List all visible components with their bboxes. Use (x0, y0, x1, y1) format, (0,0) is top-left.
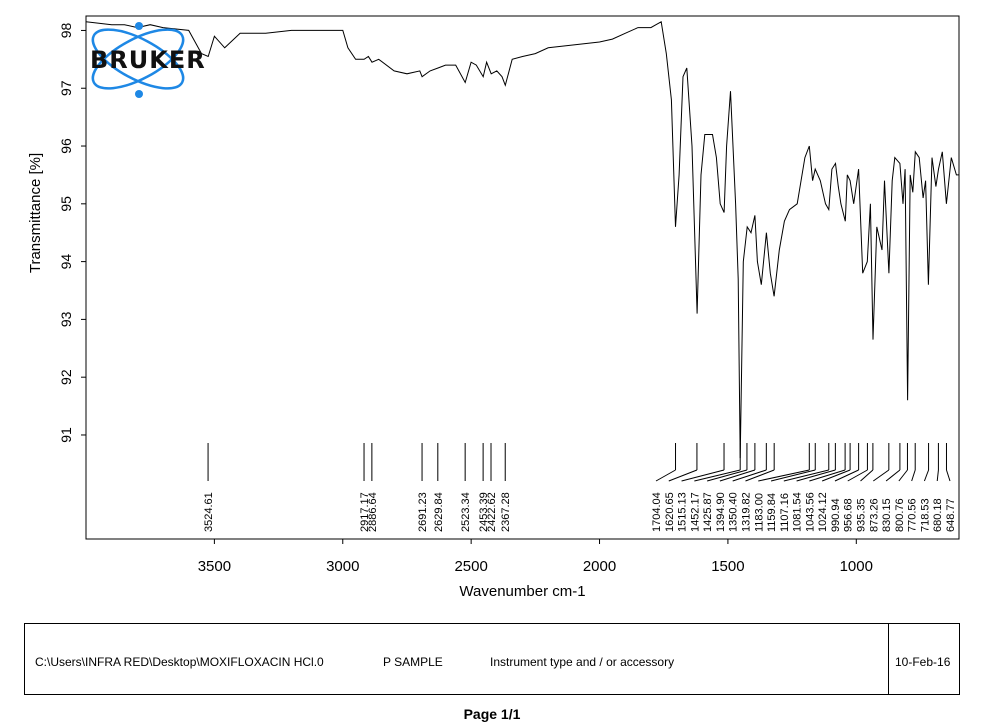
peak-leader (770, 469, 816, 482)
orbit-dot (135, 90, 143, 98)
peak-label: 1515.13 (677, 492, 689, 532)
peak-leader (655, 469, 676, 482)
peak-label: 1704.04 (651, 492, 663, 532)
peak-label: 2422.62 (486, 492, 498, 532)
x-tick-label: 1500 (711, 558, 744, 575)
plot-frame (85, 15, 960, 540)
peak-leader (923, 469, 930, 482)
orbit-ring (91, 28, 185, 90)
peak-leader (809, 469, 846, 482)
peak-label: 2886.64 (367, 492, 379, 532)
peak-label: 2453.39 (478, 492, 490, 532)
peak-label: 2629.84 (433, 492, 445, 532)
peak-label: 680.18 (932, 498, 944, 532)
peak-leader (758, 469, 810, 482)
peak-leader (885, 469, 901, 482)
peak-leader (860, 469, 874, 482)
peak-label: 800.76 (894, 498, 906, 532)
x-tick-label: 3500 (198, 558, 231, 575)
peak-leader (796, 469, 836, 482)
peak-leader (898, 469, 908, 482)
peak-label: 1620.65 (664, 492, 676, 532)
logo-wordmark: BRUKER (90, 46, 206, 74)
peak-label: 1107.16 (779, 493, 791, 532)
peak-leader (732, 469, 767, 482)
ir-spectrum-chart: 3500 3000 2500 2000 1500 1000 91 92 93 94 95 96 97 98… (27, 15, 960, 600)
peak-leader (745, 469, 775, 482)
x-tick-label: 2000 (583, 558, 616, 575)
peak-leader (911, 469, 916, 482)
peak-leader (668, 469, 698, 482)
peak-leader (946, 469, 951, 482)
sample-name: P SAMPLE (383, 655, 443, 669)
peak-label: 1350.40 (728, 492, 740, 532)
peak-leader (706, 469, 748, 482)
peak-label: 2691.23 (417, 492, 429, 532)
peak-leader (681, 469, 725, 482)
peak-label: 648.77 (945, 498, 957, 532)
peak-leader (834, 469, 859, 482)
peak-label: 1319.82 (740, 492, 752, 532)
peak-label: 935.35 (856, 498, 868, 532)
y-tick-label: 94 (58, 254, 74, 270)
peak-label: 1159.84 (766, 493, 778, 532)
peak-leader (873, 469, 890, 482)
footer-divider (888, 624, 889, 694)
peak-label: 2917.17 (359, 492, 371, 532)
peak-label: 1043.56 (804, 492, 816, 532)
atom-orbit-icon (91, 22, 185, 98)
y-tick-label: 95 (58, 196, 74, 212)
peak-label: 1394.90 (715, 492, 727, 532)
peak-leader (694, 469, 741, 482)
spectrum-line (85, 21, 959, 459)
report-date: 10-Feb-16 (895, 655, 951, 669)
peak-label: 2523.34 (460, 492, 472, 532)
y-tick-label: 92 (58, 369, 74, 385)
peak-label: 718.53 (919, 498, 931, 532)
y-tick-label: 91 (58, 427, 74, 443)
peak-label: 1183.00 (753, 493, 765, 532)
x-tick-label: 2500 (454, 558, 487, 575)
peak-label: 2367.28 (500, 492, 512, 532)
page-number: Page 1/1 (463, 706, 521, 722)
y-tick-label: 97 (58, 80, 74, 96)
orbit-dot (135, 22, 143, 30)
x-tick-label: 1000 (840, 558, 873, 575)
peak-label: 1024.12 (817, 492, 829, 532)
file-path: C:\Users\INFRA RED\Desktop\MOXIFLOXACIN … (35, 655, 324, 669)
x-tick-label: 3000 (326, 558, 359, 575)
peak-label: 830.15 (881, 498, 893, 532)
peak-label: 770.56 (907, 498, 919, 532)
peak-label: 3524.61 (203, 492, 215, 532)
peak-label: 990.94 (830, 498, 842, 532)
peak-label: 1452.17 (689, 492, 701, 532)
y-axis-label: Transmittance [%] (27, 153, 44, 273)
x-axis-label: Wavenumber cm-1 (459, 583, 585, 600)
footer-info-box: C:\Users\INFRA RED\Desktop\MOXIFLOXACIN … (24, 623, 960, 695)
peak-label: 873.26 (868, 498, 880, 532)
orbit-ring (91, 28, 185, 90)
peak-label: 1425.87 (702, 492, 714, 532)
peak-leader (847, 469, 868, 482)
bruker-logo: BRUKER (86, 18, 236, 100)
y-tick-label: 96 (58, 138, 74, 154)
y-tick-label: 93 (58, 311, 74, 327)
peak-leader (821, 469, 851, 482)
peak-leader (936, 469, 939, 482)
peak-label: 1081.54 (792, 492, 804, 532)
peak-leader (783, 469, 829, 482)
peak-leader (719, 469, 756, 482)
y-tick-label: 98 (58, 22, 74, 38)
peak-label: 956.68 (843, 498, 855, 532)
instrument-info: Instrument type and / or accessory (490, 655, 675, 669)
